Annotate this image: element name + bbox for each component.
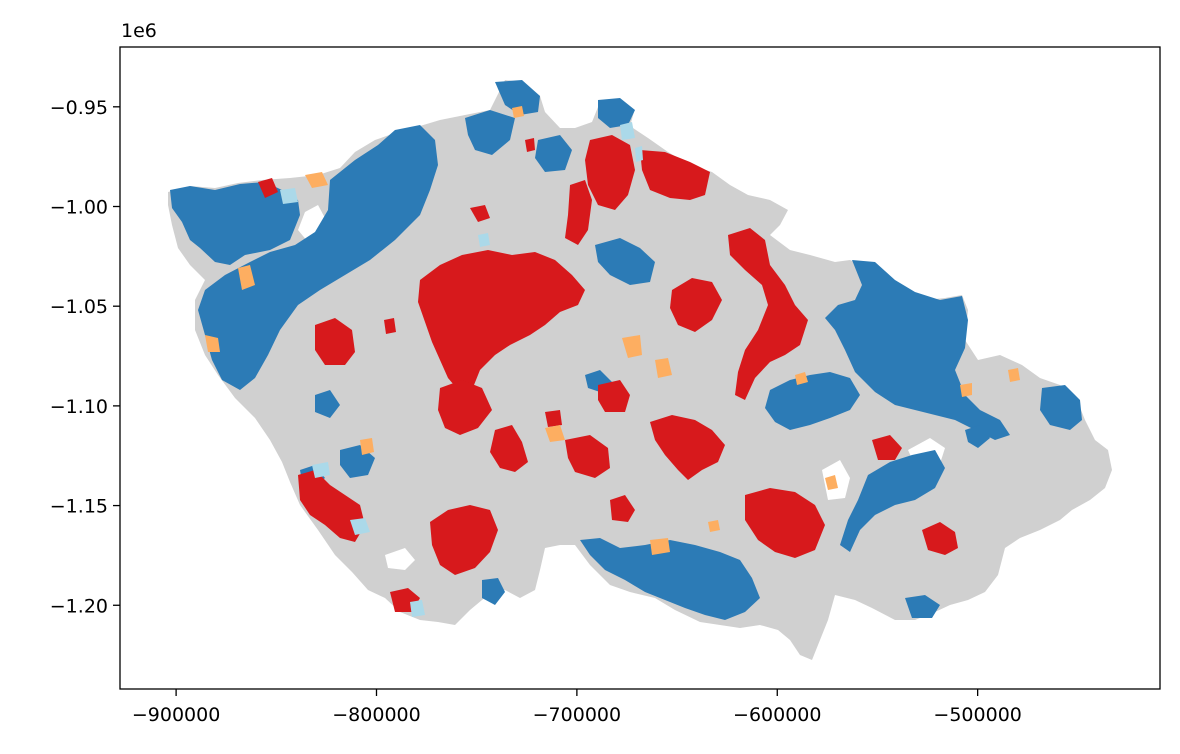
x-tick-label: −600000 [733,704,821,726]
high-low-units [280,122,643,617]
x-tick-label: −500000 [933,704,1021,726]
x-tick-label: −700000 [533,704,621,726]
low-high-units [205,106,1020,555]
x-axis-ticks: −900000 −800000 −700000 −600000 −500000 [132,689,1022,726]
map-area [168,80,1112,660]
y-tick-label: −1.15 [50,496,108,518]
x-tick-label: −900000 [132,704,220,726]
y-tick-label: −1.20 [50,595,108,617]
axes-frame [119,46,1161,690]
low-low-clusters [170,80,1082,620]
x-tick-label: −800000 [332,704,420,726]
y-tick-label: −1.00 [50,197,108,219]
y-axis-offset-label: 1e6 [121,20,157,42]
white-gap-region [385,548,415,570]
y-tick-label: −0.95 [50,97,108,119]
high-high-clusters [258,135,958,612]
y-tick-label: −1.10 [50,396,108,418]
y-axis-ticks: −0.95 −1.00 −1.05 −1.10 −1.15 −1.20 [50,97,120,617]
y-tick-label: −1.05 [50,296,108,318]
